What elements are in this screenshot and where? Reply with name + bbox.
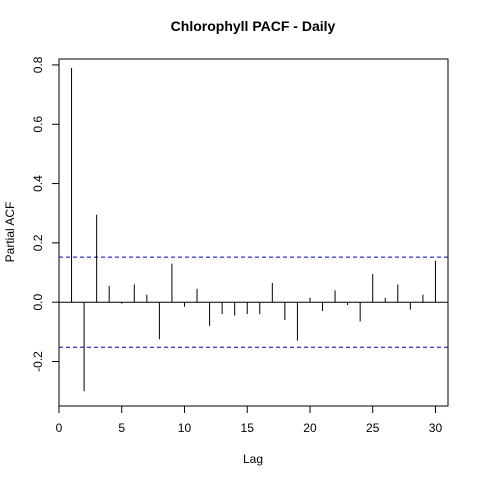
x-tick-label: 0 [56, 421, 63, 435]
pacf-bars [71, 67, 436, 392]
y-tick-label: 0.2 [31, 234, 45, 251]
y-tick-label: 0.0 [31, 294, 45, 311]
y-tick-label: -0.2 [31, 351, 45, 372]
y-axis-label: Partial ACF [3, 202, 17, 263]
chart-title: Chlorophyll PACF - Daily [171, 18, 336, 34]
confidence-bounds [59, 256, 448, 348]
y-tick-label: 0.8 [31, 56, 45, 73]
y-tick-label: 0.4 [31, 175, 45, 192]
plot-frame [58, 58, 449, 407]
x-tick-label: 20 [303, 421, 317, 435]
x-tick-label: 5 [118, 421, 125, 435]
x-axis: 0 5 10 15 20 25 30 [56, 405, 443, 435]
x-tick-label: 15 [241, 421, 255, 435]
x-axis-label: Lag [243, 452, 263, 466]
x-tick-label: 10 [178, 421, 192, 435]
x-tick-label: 30 [429, 421, 443, 435]
y-tick-label: 0.6 [31, 116, 45, 133]
y-axis: -0.2 0.0 0.2 0.4 0.6 0.8 [31, 56, 60, 372]
x-tick-label: 25 [366, 421, 380, 435]
